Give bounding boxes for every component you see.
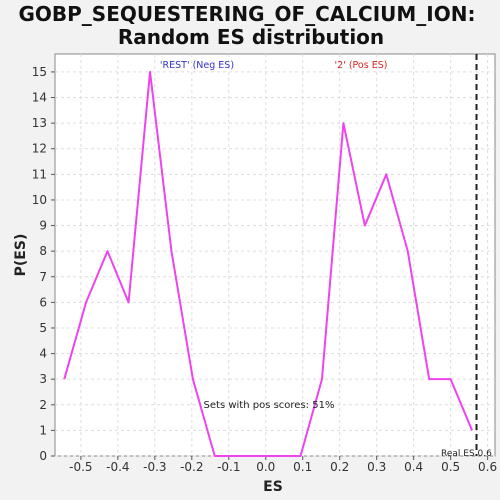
y-tick-label: 9 — [39, 219, 47, 233]
y-tick-label: 6 — [39, 295, 47, 309]
es-distribution-line — [63, 70, 473, 457]
x-axis-label: ES — [263, 479, 283, 495]
y-tick-label: 13 — [32, 116, 47, 130]
y-axis-label: P(ES) — [13, 234, 29, 277]
y-tick-label: 1 — [39, 423, 47, 437]
y-tick-label: 0 — [39, 449, 47, 463]
chart-subtitle: Random ES distribution — [118, 25, 384, 49]
x-tick-label: 0.3 — [367, 460, 386, 474]
x-tick-label: 0.1 — [293, 460, 312, 474]
x-tick-label: -0.4 — [106, 460, 129, 474]
y-tick-label: 7 — [39, 270, 47, 284]
pos-scores-annotation: Sets with pos scores: 51% — [204, 400, 335, 411]
grid — [55, 54, 495, 457]
chart-title: GOBP_SEQUESTERING_OF_CALCIUM_ION: — [18, 2, 475, 26]
neg-es-label: 'REST' (Neg ES) — [160, 60, 234, 71]
series — [63, 70, 473, 457]
y-tick-label: 4 — [39, 347, 47, 361]
x-tick-label: -0.5 — [69, 460, 92, 474]
y-tick-label: 5 — [39, 321, 47, 335]
y-tick-label: 8 — [39, 244, 47, 258]
x-axis-ticks: -0.5 -0.4 -0.3 -0.2 -0.1 0.0 0.1 0.2 0.3 0.4 0.5 0.… — [69, 456, 497, 474]
y-tick-label: 2 — [39, 398, 47, 412]
x-tick-label: 0.2 — [330, 460, 349, 474]
y-tick-label: 10 — [32, 193, 47, 207]
y-tick-label: 11 — [32, 167, 47, 181]
x-tick-label: -0.2 — [180, 460, 203, 474]
x-tick-label: 0.6 — [478, 460, 497, 474]
real-es-annotation: Real ES 0.6 — [441, 449, 492, 459]
x-tick-label: -0.1 — [217, 460, 240, 474]
y-tick-label: 12 — [32, 142, 47, 156]
y-tick-label: 15 — [32, 65, 47, 79]
pos-es-label: '2' (Pos ES) — [335, 60, 388, 71]
x-tick-label: -0.3 — [143, 460, 166, 474]
y-tick-label: 3 — [39, 372, 47, 386]
y-tick-label: 14 — [32, 91, 47, 105]
x-tick-label: 0.0 — [256, 460, 275, 474]
x-tick-label: 0.5 — [441, 460, 460, 474]
plot-area — [54, 53, 496, 457]
x-tick-label: 0.4 — [404, 460, 423, 474]
